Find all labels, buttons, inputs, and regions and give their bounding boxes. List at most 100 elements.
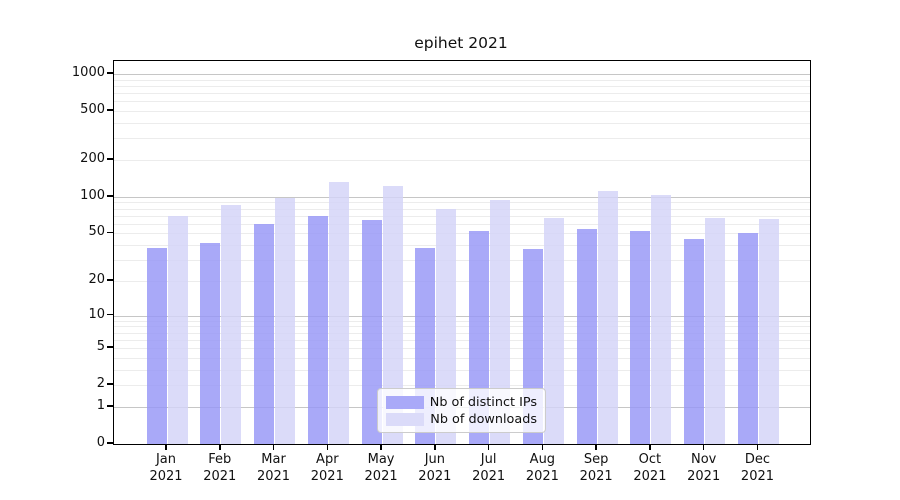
legend-item-distinct-ips: Nb of distinct IPs	[386, 395, 537, 410]
gridline-minor	[114, 357, 810, 359]
y-tick-mark	[107, 158, 113, 160]
y-tick-label: 20	[88, 271, 105, 287]
x-tick-label: Aug 2021	[525, 452, 559, 484]
legend-item-downloads: Nb of downloads	[386, 412, 537, 427]
y-tick-mark	[107, 231, 113, 234]
x-tick-mark	[219, 444, 221, 450]
x-tick-mark	[756, 444, 759, 450]
bar-downloads	[597, 191, 618, 444]
gridline-minor	[114, 215, 810, 217]
gridline-major	[114, 315, 810, 317]
legend: Nb of distinct IPs Nb of downloads	[377, 388, 546, 433]
gridline-minor	[114, 320, 810, 322]
bar-downloads	[543, 218, 564, 444]
legend-label-distinct-ips: Nb of distinct IPs	[429, 395, 537, 410]
legend-label-downloads: Nb of downloads	[430, 412, 537, 427]
y-tick-label: 50	[88, 224, 105, 240]
y-tick-label: 10	[88, 306, 105, 322]
bar-downloads	[328, 182, 349, 444]
y-tick-label: 1000	[71, 65, 105, 80]
gridline-minor	[114, 101, 810, 103]
x-tick-mark	[326, 444, 329, 450]
gridline-minor	[114, 260, 810, 262]
bar-downloads	[275, 198, 296, 444]
x-tick-label: Jan 2021	[149, 452, 183, 484]
x-tick-mark	[649, 444, 651, 450]
gridline-minor	[114, 202, 810, 204]
x-tick-label: Apr 2021	[310, 452, 344, 484]
legend-swatch-distinct-ips	[386, 396, 424, 409]
y-tick-label: 5	[96, 339, 105, 355]
bar-distinct-ips	[146, 247, 167, 444]
gridline-minor	[114, 159, 810, 161]
gridline-minor	[114, 280, 810, 282]
bar-downloads	[651, 194, 672, 444]
y-tick-mark	[107, 442, 113, 444]
x-tick-mark	[487, 444, 490, 450]
x-tick-label: Nov 2021	[687, 452, 721, 484]
bar-distinct-ips	[684, 238, 705, 444]
x-tick-label: Oct 2021	[633, 452, 667, 484]
gridline-major	[114, 74, 810, 75]
bar-distinct-ips	[307, 216, 328, 444]
gridline-minor	[114, 385, 810, 387]
bar-distinct-ips	[361, 220, 382, 444]
y-tick-mark	[107, 346, 113, 348]
y-tick-label: 500	[80, 102, 105, 118]
bar-distinct-ips	[576, 229, 597, 444]
bar-downloads	[490, 200, 511, 444]
bar-downloads	[167, 215, 188, 444]
gridline-minor	[114, 233, 810, 235]
gridline-minor	[114, 245, 810, 247]
x-tick-mark	[541, 444, 544, 450]
gridline-minor	[114, 223, 810, 225]
x-tick-mark	[702, 444, 705, 450]
y-tick-label: 0	[96, 435, 105, 450]
bar-distinct-ips	[254, 223, 275, 444]
y-tick-mark	[107, 279, 113, 281]
x-tick-label: Sep 2021	[579, 452, 613, 484]
bar-distinct-ips	[630, 231, 651, 444]
bar-downloads	[382, 185, 403, 444]
gridline-minor	[114, 111, 810, 113]
gridline-minor	[114, 208, 810, 210]
x-tick-mark	[434, 444, 436, 450]
y-tick-mark	[107, 405, 113, 407]
y-tick-mark	[107, 72, 113, 74]
x-tick-label: Jun 2021	[418, 452, 452, 484]
x-tick-label: Mar 2021	[256, 452, 291, 484]
y-tick-mark	[107, 195, 113, 197]
x-tick-mark	[272, 444, 275, 450]
gridline-minor	[114, 348, 810, 350]
x-tick-mark	[165, 444, 167, 450]
gridline-minor	[114, 339, 810, 341]
gridline-minor	[114, 85, 810, 87]
x-tick-label: May 2021	[364, 452, 398, 484]
x-tick-label: Jul 2021	[472, 452, 506, 484]
y-tick-label: 1	[96, 397, 105, 413]
x-tick-label: Dec 2021	[740, 452, 775, 484]
gridline-minor	[114, 332, 810, 334]
bar-downloads	[436, 208, 457, 444]
y-tick-mark	[107, 383, 113, 385]
bar-downloads	[758, 218, 779, 444]
y-tick-label: 100	[80, 187, 105, 203]
x-tick-mark	[380, 444, 382, 450]
bar-downloads	[705, 218, 726, 444]
bar-distinct-ips	[200, 242, 221, 444]
bar-downloads	[221, 204, 242, 444]
gridline-minor	[114, 369, 810, 371]
y-tick-label: 200	[80, 150, 105, 166]
gridline-minor	[114, 122, 810, 124]
gridline-minor	[114, 93, 810, 95]
y-tick-label: 2	[96, 376, 105, 392]
y-tick-mark	[107, 313, 113, 316]
gridline-minor	[114, 79, 810, 81]
gridline-minor	[114, 138, 810, 140]
gridline-minor	[114, 326, 810, 328]
x-tick-label: Feb 2021	[203, 452, 237, 484]
chart-title: epihet 2021	[414, 34, 508, 52]
legend-swatch-downloads	[386, 413, 424, 426]
gridline-major	[114, 196, 810, 198]
